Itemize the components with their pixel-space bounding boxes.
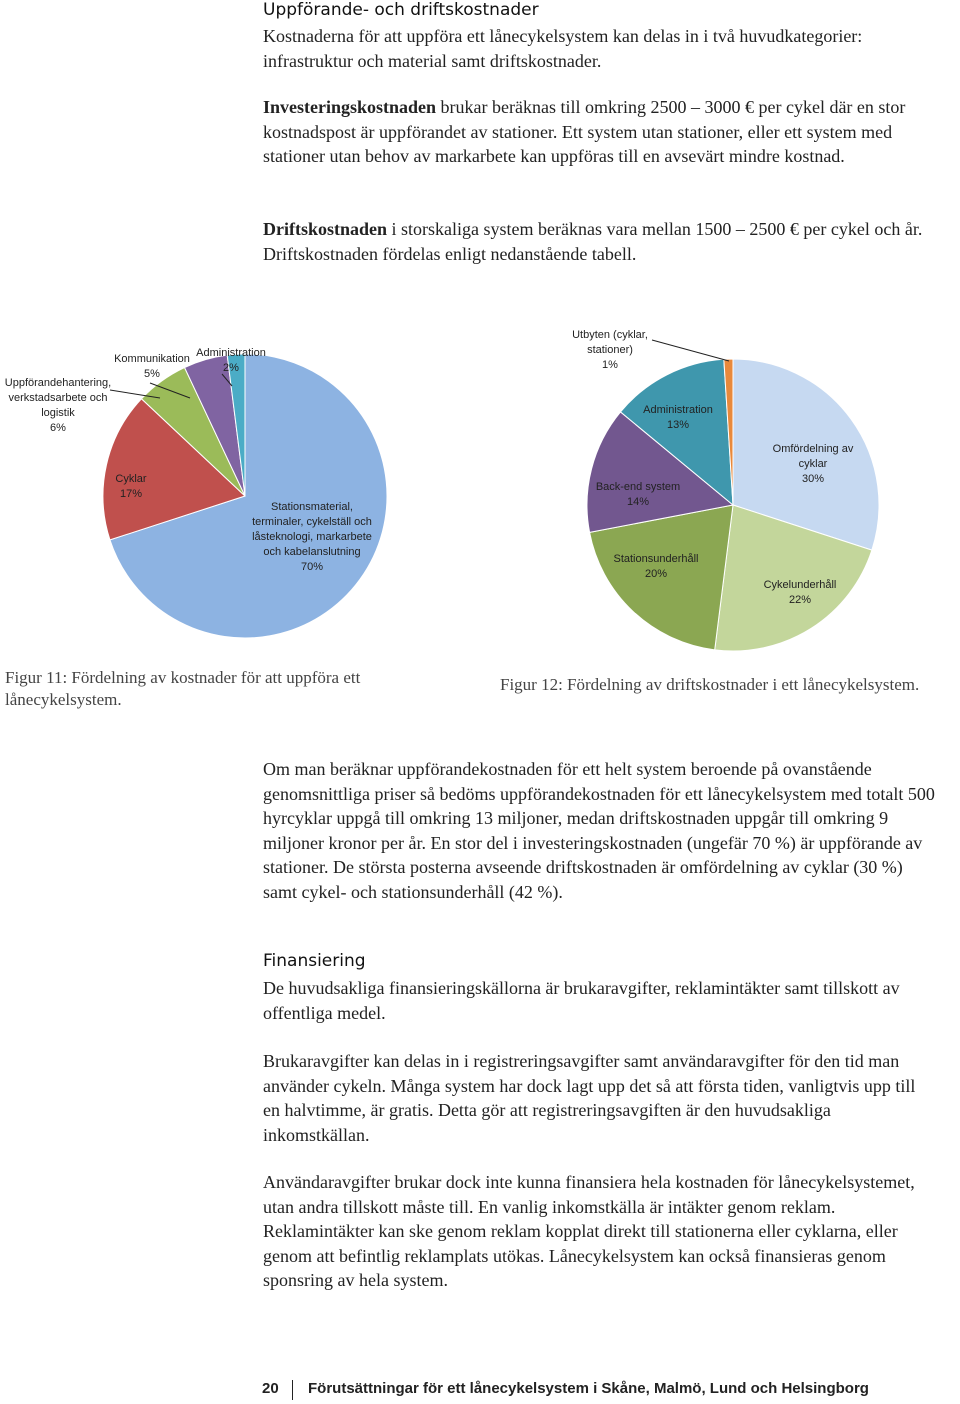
leader-line	[221, 373, 233, 387]
slice-label: Administration	[643, 404, 713, 416]
slice-percent: 14%	[626, 496, 650, 508]
slice-percent: 30%	[801, 473, 825, 485]
heading: Finansiering	[263, 951, 366, 971]
slice-percent: 22%	[788, 594, 812, 606]
slice-percent: 2%	[223, 362, 239, 374]
pie-slice	[732, 358, 880, 551]
slice-label: Back-end system	[595, 481, 681, 493]
leader-line	[651, 339, 730, 362]
bold-term: Investeringskostnaden	[263, 97, 437, 117]
slice-label: Utbyten (cyklar, stationer)	[572, 329, 648, 356]
pie-slice	[109, 353, 388, 639]
page-number: 20	[262, 1380, 279, 1397]
bold-term: Driftskostnaden	[263, 219, 388, 239]
paragraph: Brukaravgifter kan delas in i registreri…	[263, 1051, 916, 1145]
slice-label: Stationsmaterial, terminaler, cykelställ…	[252, 501, 372, 558]
paragraph: Investeringskostnaden brukar beräknas til…	[263, 95, 935, 169]
slice-percent: 13%	[666, 419, 690, 431]
figure-caption: Figur 11: Fördelning av kostnader för at…	[5, 668, 361, 709]
leader-lines	[109, 339, 730, 399]
leader-line	[109, 389, 161, 399]
slice-label: Cyklar	[115, 473, 147, 485]
pie-slice	[226, 353, 246, 497]
paragraph: Driftskostnaden i storskaliga system berä…	[263, 217, 935, 266]
slice-label: Omfördelning av cyklar	[772, 443, 854, 470]
paragraph: Kostnaderna för att uppföra ett lånecyke…	[263, 26, 863, 71]
slice-label: Stationsunderhåll	[613, 553, 699, 565]
paragraph: Användaravgifter brukar dock inte kunna …	[263, 1172, 915, 1290]
slice-label: Cykelunderhåll	[763, 579, 837, 591]
slice-percent: 5%	[144, 368, 160, 380]
separator	[292, 1380, 293, 1400]
heading: Uppförande- och driftskostnader	[263, 0, 539, 20]
paragraph: De huvudsakliga finansieringskällorna är…	[263, 978, 900, 1023]
pie-slice	[714, 504, 873, 652]
slice-percent: 17%	[119, 488, 143, 500]
slice-label: Kommunikation	[114, 353, 190, 365]
charts	[102, 339, 880, 652]
pie-slice	[619, 358, 734, 507]
slice-label: Uppförandehantering, verkstadsarbete och…	[4, 377, 112, 419]
slice-percent: 20%	[644, 568, 668, 580]
slice-percent: 70%	[300, 561, 324, 573]
text: brukar beräknas till omkring 2500 – 3000…	[263, 97, 906, 166]
text: i storskaliga system beräknas vara mella…	[263, 219, 923, 264]
slice-percent: 1%	[602, 359, 618, 371]
figure-caption: Figur 12: Fördelning av driftskostnader …	[500, 675, 920, 694]
slice-percent: 6%	[50, 422, 66, 434]
pie-slice	[102, 398, 246, 541]
paragraph: Om man beräknar uppförandekostnaden för …	[263, 759, 935, 902]
footer-title: Förutsättningar för ett lånecykelsystem …	[308, 1380, 869, 1397]
slice-label: Administration	[196, 347, 266, 359]
leader-line	[149, 382, 191, 399]
pie-slice	[589, 504, 734, 651]
pie-slice	[586, 411, 735, 533]
